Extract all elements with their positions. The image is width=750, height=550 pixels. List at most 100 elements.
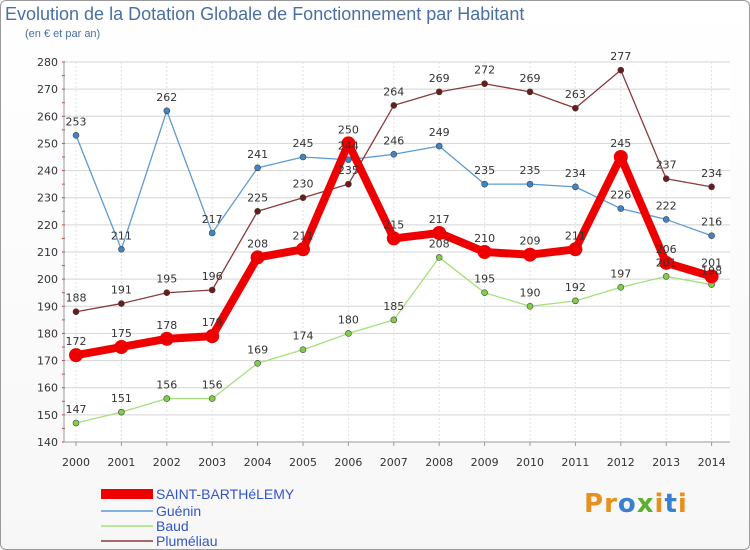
data-label-plum-liau: 269 — [520, 72, 541, 85]
point-baud — [299, 346, 307, 354]
point-baud — [435, 254, 443, 261]
data-label-gu-nin: 234 — [565, 167, 586, 180]
point-saint-barth-lemy — [386, 231, 401, 246]
x-tick-label: 2000 — [62, 456, 90, 469]
logo-letter: x — [636, 489, 655, 519]
point-saint-barth-lemy — [296, 242, 310, 257]
point-baud — [526, 302, 534, 310]
data-label-gu-nin: 245 — [293, 137, 314, 150]
logo-letter: o — [617, 489, 637, 519]
x-tick-label: 2014 — [698, 456, 726, 469]
point-gu-nin — [72, 131, 80, 139]
data-label-saint-barth-lemy: 206 — [656, 243, 677, 256]
point-plum-liau — [299, 194, 307, 202]
data-label-gu-nin: 241 — [247, 148, 268, 161]
chart-subtitle: (en € et par an) — [25, 28, 101, 40]
point-gu-nin — [208, 229, 216, 237]
x-tick-label: 2010 — [516, 456, 544, 469]
point-plum-liau — [572, 104, 579, 112]
legend-label-0: SAINT-BARTHéLEMY — [156, 486, 295, 502]
point-baud — [163, 395, 171, 402]
x-tick-label: 2001 — [107, 456, 135, 469]
y-tick-label: 270 — [37, 83, 58, 96]
logo-letter: i — [677, 489, 688, 519]
point-saint-barth-lemy — [523, 247, 537, 262]
data-label-gu-nin: 211 — [111, 229, 132, 242]
point-saint-barth-lemy — [568, 242, 583, 257]
x-tick-label: 2009 — [471, 456, 499, 469]
point-saint-barth-lemy — [250, 250, 265, 265]
point-saint-barth-lemy — [341, 136, 356, 151]
data-label-baud: 147 — [66, 403, 87, 416]
y-tick-label: 160 — [37, 382, 58, 395]
point-saint-barth-lemy — [159, 331, 174, 346]
data-label-baud: 169 — [247, 343, 268, 356]
point-baud — [572, 297, 579, 305]
y-tick-label: 260 — [37, 110, 58, 123]
point-plum-liau — [72, 308, 80, 316]
data-label-plum-liau: 272 — [474, 64, 495, 77]
data-label-baud: 174 — [293, 330, 314, 343]
data-label-gu-nin: 246 — [383, 134, 404, 147]
data-label-plum-liau: 269 — [429, 72, 450, 85]
point-baud — [345, 330, 352, 337]
legend-label-3: Pluméliau — [156, 533, 217, 549]
data-label-gu-nin: 235 — [474, 164, 495, 177]
gridlines — [64, 61, 730, 443]
data-label-saint-barth-lemy: 208 — [247, 237, 268, 250]
y-tick-label: 140 — [37, 436, 58, 449]
logo-letter: i — [654, 489, 665, 519]
data-label-plum-liau: 277 — [610, 50, 631, 63]
series-lines — [69, 66, 719, 427]
axes: 140 150 160 170 180 190 200 210 220 230 240 250 260 2… — [37, 56, 730, 469]
y-tick-label: 200 — [37, 273, 58, 286]
data-label-baud: 198 — [701, 265, 722, 278]
point-gu-nin — [617, 205, 625, 212]
data-label-gu-nin: 226 — [610, 189, 631, 202]
point-gu-nin — [118, 245, 125, 253]
data-label-baud: 201 — [656, 256, 677, 269]
y-tick-label: 280 — [37, 56, 58, 69]
point-plum-liau — [526, 88, 534, 96]
point-baud — [118, 408, 125, 416]
data-label-saint-barth-lemy: 179 — [202, 316, 223, 329]
point-saint-barth-lemy — [477, 245, 492, 259]
data-label-baud: 156 — [156, 379, 177, 392]
logo-letter: t — [664, 489, 678, 519]
data-label-saint-barth-lemy: 172 — [66, 335, 87, 348]
x-tick-label: 2011 — [561, 456, 589, 469]
proxiti-logo: Proxiti — [584, 489, 688, 519]
y-tick-label: 150 — [37, 409, 58, 422]
point-gu-nin — [662, 216, 670, 223]
data-label-saint-barth-lemy: 209 — [520, 235, 541, 248]
data-label-baud: 180 — [338, 313, 359, 326]
data-label-saint-barth-lemy: 217 — [429, 213, 450, 226]
data-labels: 253 211 262 217 241 245 244 246 249 235 235 234 226 2… — [66, 50, 723, 416]
data-label-gu-nin: 249 — [429, 126, 450, 139]
data-label-plum-liau: 191 — [111, 284, 132, 297]
data-label-saint-barth-lemy: 201 — [701, 256, 722, 269]
y-tick-label: 210 — [37, 246, 58, 259]
x-tick-label: 2005 — [289, 456, 317, 469]
x-tick-label: 2012 — [607, 456, 635, 469]
y-tick-label: 170 — [37, 355, 58, 368]
data-label-baud: 197 — [610, 267, 631, 280]
point-baud — [208, 395, 216, 402]
x-tick-label: 2008 — [425, 456, 453, 469]
y-tick-label: 250 — [37, 137, 58, 150]
data-label-saint-barth-lemy: 211 — [565, 229, 586, 242]
data-label-saint-barth-lemy: 175 — [111, 327, 132, 340]
legend-label-2: Baud — [156, 518, 189, 534]
point-baud — [390, 316, 398, 324]
data-label-plum-liau: 195 — [156, 273, 177, 286]
point-plum-liau — [390, 102, 398, 109]
y-tick-label: 190 — [37, 300, 58, 313]
x-tick-label: 2003 — [198, 456, 226, 469]
point-saint-barth-lemy — [613, 150, 628, 164]
point-saint-barth-lemy — [659, 255, 674, 270]
point-gu-nin — [481, 180, 488, 188]
point-baud — [254, 359, 261, 367]
x-tick-label: 2006 — [334, 456, 362, 469]
